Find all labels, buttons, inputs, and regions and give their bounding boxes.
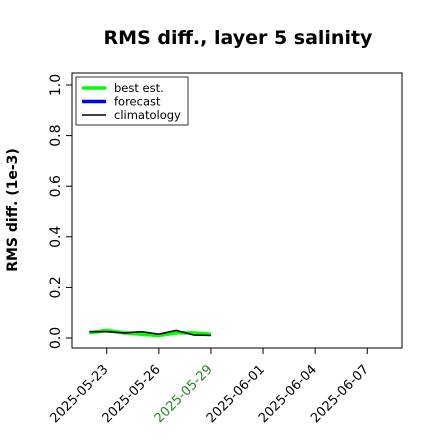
y-axis-label: RMS diff. (1e-3) xyxy=(5,148,21,272)
y-tick-label: 0.8 xyxy=(48,124,64,146)
y-tick-label: 0.0 xyxy=(48,327,64,349)
legend-label: climatology xyxy=(114,108,181,122)
y-tick-label: 0.6 xyxy=(48,175,64,197)
y-axis: 0.0 0.2 0.4 0.6 0.8 1.0 xyxy=(48,74,72,349)
legend-label: best est. xyxy=(114,81,164,95)
chart-title: RMS diff., layer 5 salinity xyxy=(104,27,374,49)
y-tick-label: 0.4 xyxy=(48,226,64,248)
series-line xyxy=(89,329,211,337)
legend-label: forecast xyxy=(114,95,161,109)
series-line xyxy=(89,328,212,338)
y-tick-label: 1.0 xyxy=(48,74,64,96)
y-tick-label: 0.2 xyxy=(48,276,64,298)
plot-lines xyxy=(89,328,212,338)
x-axis: 2025-05-232025-05-262025-05-292025-06-01… xyxy=(48,348,372,426)
